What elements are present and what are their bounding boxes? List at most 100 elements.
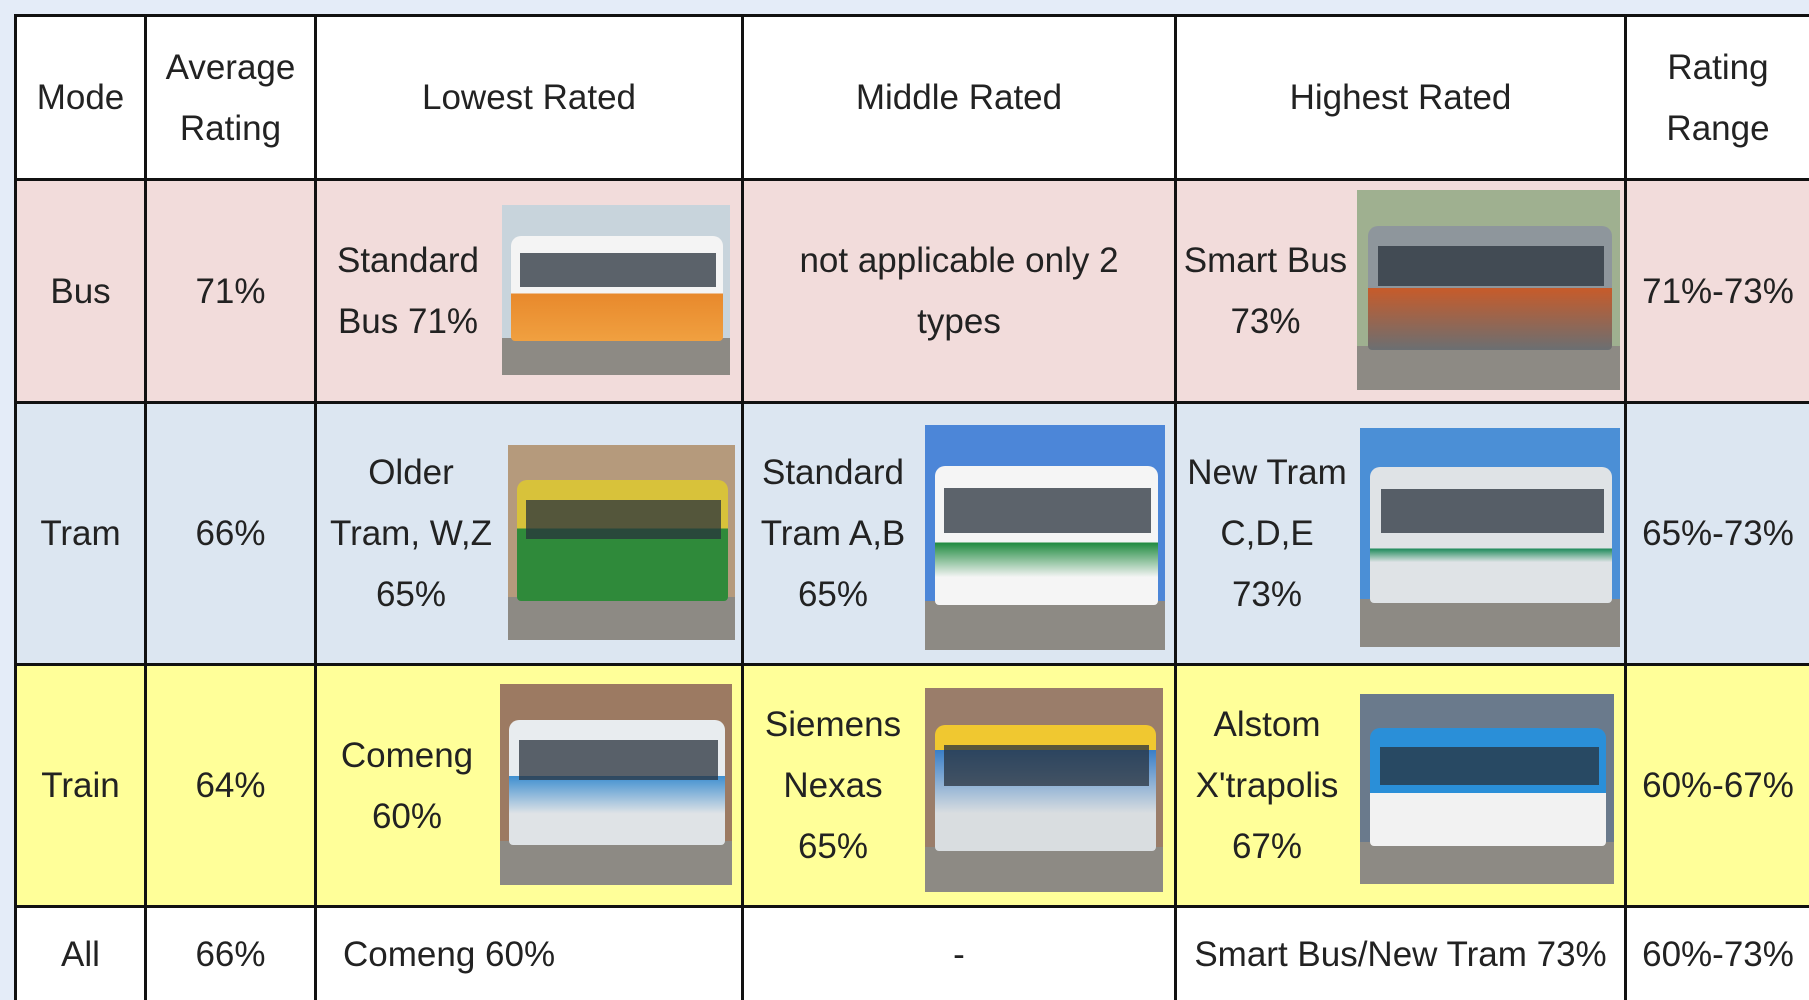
cell-text: Average Rating (147, 17, 314, 178)
vehicle-photo (508, 445, 735, 640)
cell-text: not applicable only 2 types (744, 181, 1174, 401)
table-cell: Train (14, 666, 147, 908)
vehicle-photo (1360, 694, 1614, 884)
text-line: Tram, W,Z (329, 514, 492, 553)
photo-vehicle (1370, 467, 1613, 604)
table-cell: 64% (147, 666, 317, 908)
photo-ground (925, 847, 1163, 892)
table-cell: 71% (147, 181, 317, 404)
cell-text: Smart Bus 73% (1177, 181, 1354, 401)
text-line: Nexas (783, 766, 883, 805)
text-line: X'trapolis (1195, 766, 1339, 805)
text-line: 66% (195, 934, 266, 974)
cell-text: 66% (147, 908, 314, 1000)
photo-windows (1378, 246, 1605, 286)
text-line: Range (1666, 108, 1770, 148)
cell-text: Mode (17, 17, 144, 178)
cell-text: Highest Rated (1177, 17, 1624, 178)
table-cell: Alstom X'trapolis 67% (1177, 666, 1627, 908)
text-line: Comeng (340, 735, 474, 775)
header-cell: Lowest Rated (317, 14, 744, 181)
photo-ground (500, 840, 732, 885)
vehicle-photo (502, 205, 730, 375)
text-line: 64% (195, 766, 266, 805)
cell-text: Older Tram, W,Z 65% (317, 404, 505, 663)
text-line: 67% (1231, 827, 1303, 866)
table-cell: Comeng 60% (317, 666, 744, 908)
text-line: 65%-73% (1642, 514, 1794, 553)
table-cell: Standard Bus 71% (317, 181, 744, 404)
photo-windows (526, 499, 722, 539)
vehicle-photo (925, 425, 1165, 650)
vehicle-photo (1360, 428, 1620, 647)
cell-text: Middle Rated (744, 17, 1174, 178)
cell-text: Standard Tram A,B 65% (744, 404, 922, 663)
table-cell: - (744, 908, 1177, 1000)
text-line: Tram A,B (760, 514, 906, 553)
cell-text: Bus (17, 181, 144, 401)
photo-vehicle (1370, 728, 1607, 846)
cell-text: Smart Bus/New Tram 73% (1177, 908, 1624, 1000)
text-line: 65% (797, 575, 869, 614)
text-line: All (61, 934, 100, 974)
photo-vehicle (934, 724, 1156, 852)
cell-text: Rating Range (1627, 17, 1809, 178)
photo-vehicle (509, 720, 726, 845)
table-cell: Tram (14, 404, 147, 666)
photo-windows (944, 745, 1149, 786)
photo-vehicle (517, 480, 729, 601)
table-cell: Bus (14, 181, 147, 404)
table-cell: Older Tram, W,Z 65% (317, 404, 744, 666)
cell-text: Comeng 60% (317, 908, 741, 1000)
table-cell: 71%-73% (1627, 181, 1809, 404)
header-cell: Rating Range (1627, 14, 1809, 181)
table-cell: Smart Bus/New Tram 73% (1177, 908, 1627, 1000)
text-line: 60%-73% (1642, 934, 1794, 974)
text-line: Rating (1667, 47, 1769, 87)
text-line: Smart Bus/New Tram 73% (1194, 934, 1607, 974)
text-line: not applicable only 2 (799, 241, 1119, 280)
table-cell: 65%-73% (1627, 404, 1809, 666)
cell-text: 66% (147, 404, 314, 663)
cell-text: Comeng 60% (317, 666, 497, 905)
cell-text: Alstom X'trapolis 67% (1177, 666, 1357, 905)
table-cell: 66% (147, 908, 317, 1000)
text-line: Tram (40, 514, 121, 553)
photo-ground (925, 600, 1165, 650)
photo-vehicle (934, 465, 1158, 605)
photo-windows (944, 488, 1151, 533)
cell-text: 71%-73% (1627, 181, 1809, 401)
table-cell: Standard Tram A,B 65% (744, 404, 1177, 666)
text-line: Standard (761, 453, 905, 492)
table-cell: New Tram C,D,E 73% (1177, 404, 1627, 666)
text-line: Standard (336, 241, 480, 280)
cell-text: Tram (17, 404, 144, 663)
vehicle-photo (500, 684, 732, 885)
table-cell: Siemens Nexas 65% (744, 666, 1177, 908)
text-line: 65% (375, 575, 447, 614)
text-line: Siemens (764, 705, 902, 744)
cell-text: Siemens Nexas 65% (744, 666, 922, 905)
photo-windows (1380, 489, 1605, 534)
cell-text: 60%-73% (1627, 908, 1809, 1000)
text-line: New Tram (1187, 453, 1347, 492)
photo-ground (1357, 346, 1620, 390)
cell-text: Lowest Rated (317, 17, 741, 178)
cell-text: Standard Bus 71% (317, 181, 499, 401)
text-line: 60% (371, 796, 443, 836)
text-line: types (917, 302, 1001, 341)
text-line: Rating (179, 108, 282, 148)
text-line: 71%-73% (1642, 271, 1794, 311)
text-line: Middle Rated (855, 78, 1063, 117)
photo-vehicle (1367, 226, 1613, 350)
text-line: 73% (1230, 302, 1301, 341)
cell-text: 64% (147, 666, 314, 905)
text-line: Smart Bus (1183, 241, 1348, 280)
text-line: 65% (797, 827, 869, 866)
table-cell: Comeng 60% (317, 908, 744, 1000)
cell-text: 71% (147, 181, 314, 401)
text-line: 66% (195, 514, 266, 553)
text-line: Alstom (1213, 705, 1321, 744)
table-cell: All (14, 908, 147, 1000)
